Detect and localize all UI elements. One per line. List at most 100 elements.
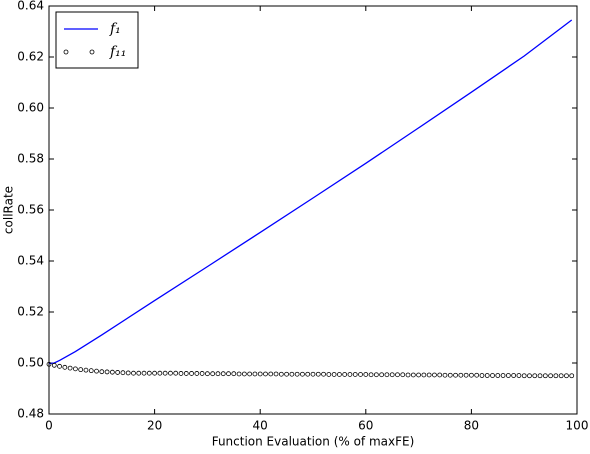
y-axis-label: collRate	[2, 186, 16, 234]
data-point	[410, 372, 416, 378]
data-point	[88, 368, 94, 374]
data-point	[479, 373, 485, 378]
line-series	[48, 19, 573, 365]
data-point	[215, 371, 221, 377]
data-point	[558, 373, 564, 379]
data-point	[94, 368, 99, 374]
data-point	[495, 373, 501, 378]
data-point	[352, 372, 358, 377]
data-point	[168, 370, 173, 376]
data-point	[263, 371, 268, 377]
data-point	[400, 372, 406, 378]
data-point	[78, 367, 84, 373]
data-point	[278, 371, 284, 377]
data-point	[183, 371, 189, 376]
data-point	[268, 371, 274, 377]
data-point	[173, 370, 179, 376]
data-point	[389, 372, 395, 378]
data-point	[315, 371, 321, 377]
data-point	[194, 371, 200, 376]
data-point	[300, 371, 305, 377]
data-point	[490, 373, 495, 378]
legend-label: f₁₁	[109, 44, 126, 60]
legend-box	[55, 11, 139, 69]
data-point	[331, 372, 337, 377]
data-point	[442, 372, 448, 378]
data-point	[326, 372, 332, 377]
data-point	[125, 370, 131, 376]
y-tick-label: 0.58	[17, 152, 44, 166]
data-point	[336, 372, 342, 377]
data-point	[289, 371, 295, 377]
data-point	[162, 370, 168, 376]
data-point	[569, 373, 575, 379]
data-point	[405, 372, 411, 378]
data-point	[437, 372, 443, 378]
data-point	[484, 373, 490, 378]
data-point	[247, 371, 253, 377]
data-point	[104, 369, 110, 375]
data-point	[226, 371, 231, 377]
data-point	[62, 364, 68, 370]
legend-marker	[63, 49, 69, 55]
data-point	[342, 372, 348, 377]
data-point	[136, 370, 142, 376]
y-tick-label: 0.56	[17, 203, 44, 217]
data-point	[321, 371, 326, 377]
data-point	[368, 372, 374, 378]
data-point	[347, 372, 353, 377]
data-point	[395, 372, 400, 378]
data-point	[220, 371, 226, 377]
data-point	[505, 373, 511, 378]
data-point	[73, 366, 78, 372]
data-point	[468, 372, 474, 378]
data-point	[532, 373, 538, 379]
data-point	[152, 370, 158, 376]
data-point	[363, 372, 369, 377]
data-point	[294, 371, 300, 377]
data-point	[432, 372, 437, 378]
x-tick-label: 20	[147, 419, 162, 433]
data-point	[241, 371, 247, 377]
data-point	[199, 371, 205, 376]
data-point	[426, 372, 432, 378]
data-point	[284, 371, 290, 377]
plot-frame	[48, 5, 578, 415]
data-point	[548, 373, 553, 379]
data-point	[542, 373, 548, 379]
data-point	[527, 373, 532, 379]
data-point	[421, 372, 427, 378]
data-point	[521, 373, 527, 379]
y-tick-label: 0.62	[17, 50, 44, 64]
y-tick-label: 0.50	[17, 356, 44, 370]
data-point	[115, 370, 121, 375]
data-point	[516, 373, 522, 378]
data-point	[373, 372, 379, 378]
data-point	[305, 371, 311, 377]
data-point	[474, 372, 480, 378]
data-point	[236, 371, 242, 377]
data-point	[67, 365, 73, 371]
y-tick-label: 0.52	[17, 305, 44, 319]
data-point	[564, 373, 569, 379]
data-point	[141, 370, 147, 376]
y-tick-label: 0.48	[17, 407, 44, 421]
data-point	[178, 371, 184, 376]
data-point	[257, 371, 263, 377]
data-point	[358, 372, 363, 377]
data-point	[120, 370, 126, 376]
data-point	[453, 372, 458, 378]
x-axis-label: Function Evaluation (% of maxFE)	[212, 435, 415, 449]
data-point	[447, 372, 453, 378]
data-point	[463, 372, 469, 378]
data-point	[273, 371, 279, 377]
legend-marker	[89, 49, 95, 55]
data-point	[99, 369, 105, 375]
data-point	[157, 370, 163, 376]
x-tick-label: 100	[566, 419, 589, 433]
data-point	[379, 372, 385, 378]
x-tick-label: 60	[358, 419, 373, 433]
data-point	[500, 373, 506, 378]
